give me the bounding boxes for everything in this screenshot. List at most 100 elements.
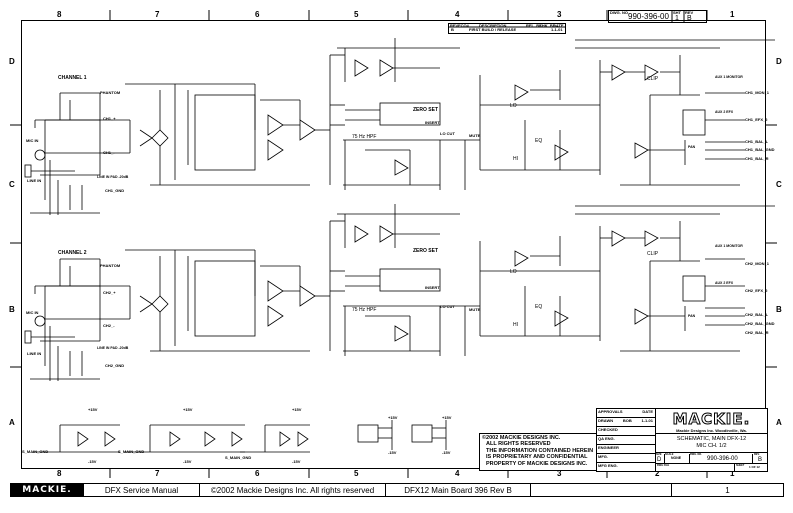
strip-net-gnd-2: S_MAIN_GND <box>118 449 145 454</box>
zone-row-b-right: B <box>776 305 782 314</box>
top-dwg-no: 990-396-00 <box>628 12 669 21</box>
ch2-mic-in-label: MIC IN <box>26 310 39 315</box>
rev-header-date: DATE <box>553 23 564 28</box>
mackie-logo: MACKIE. <box>672 410 751 429</box>
drawing-info-row: SIZE D SCALE NONE DWG. NO. 990-396-00 RE… <box>656 453 767 464</box>
sheet-label: SHEET <box>736 464 745 467</box>
ch1-net-efx: CH1_EFX_2 <box>745 117 768 122</box>
rev-header-chk-by: CHK. BY <box>539 23 556 28</box>
ch2-aux1-label: AUX 1 MONITOR <box>715 244 743 248</box>
ch2-eq-label: EQ <box>535 304 543 310</box>
ch1-net-bal-l: CH1_BAL_L <box>745 139 769 144</box>
ch1-mic-in-label: MIC IN <box>26 138 39 143</box>
ch1-aux1-label: AUX 1 MONITOR <box>715 75 743 79</box>
ch2-pan-label: PAN <box>688 314 696 318</box>
strip-pos-3: +15V <box>292 407 302 412</box>
copyright-line-3: THE INFORMATION CONTAINED HEREIN <box>486 447 594 454</box>
mfg-label: MFG. <box>597 454 655 463</box>
date-label: DATE <box>642 409 653 414</box>
zone-col-3-bottom: 3 <box>557 469 562 478</box>
zone-row-c-left: C <box>9 180 15 189</box>
ch1-eq-label: EQ <box>535 138 543 144</box>
zone-col-8: 8 <box>57 10 62 19</box>
revision-block: REV ECO# DESCRIPTION REL. BY CHK. BY DAT… <box>449 24 565 33</box>
strip-neg-3: -15V <box>292 459 301 464</box>
ch2-net-plus: CH2_+ <box>103 290 116 295</box>
ch1-net-gnd: CH1_GND <box>105 188 125 193</box>
channel-1-title: CHANNEL 1 <box>58 75 87 81</box>
zone-col-3: 3 <box>557 10 562 19</box>
ch2-line-in-label: LINE IN <box>27 351 42 356</box>
footer-mackie-logo: MACKIE. <box>11 484 84 496</box>
checked-label: CHECKED <box>597 427 655 436</box>
zone-row-a-left: A <box>9 418 15 427</box>
company-address: Mackie Designs Inc. Woodinville, Wa. <box>676 428 747 433</box>
zone-col-7-bottom: 7 <box>155 469 160 478</box>
footer-copyright: ©2002 Mackie Designs Inc. All rights res… <box>200 484 386 496</box>
ch1-net-bal-gnd: CH1_BAL_GND <box>745 147 775 152</box>
scale-label: SCALE <box>665 453 674 456</box>
tb-dwg-no-label: DWG. NO. <box>690 453 702 456</box>
ch1-hpf-label: 75 Hz HPF <box>352 134 377 140</box>
strip-pos-1: +15V <box>88 407 98 412</box>
footer-manual-title: DFX Service Manual <box>84 484 200 496</box>
rev-row-description: FIRST BUILD / RELEASE <box>469 27 517 32</box>
approvals-label: APPROVALS <box>598 409 623 414</box>
ch2-net-gnd: CH2_GND <box>105 363 125 368</box>
top-dwg-no-label: DWG. NO. <box>610 10 630 15</box>
ch2-aux2-label: AUX 2 EFX <box>715 281 734 285</box>
ch1-net-bal-r: CH1_BAL_R <box>745 156 769 161</box>
mfg-eng-label: MFG ENG. <box>598 463 618 468</box>
rev-header-eco: ECO# <box>458 23 469 28</box>
rev-header-rel-by: REL. BY <box>526 23 542 28</box>
ch2-net-bal-l: CH2_BAL_L <box>745 312 769 317</box>
copyright-line-5: PROPERTY OF MACKIE DESIGNS INC. <box>486 460 588 467</box>
rev-row-rev: B <box>451 27 454 32</box>
copyright-notice: ©2002 MACKIE DESIGNS INC. ALL RIGHTS RES… <box>479 433 604 471</box>
tb-rev: B <box>758 457 763 463</box>
ch2-lo-cut-label: LO CUT <box>440 304 455 309</box>
rev-header-description: DESCRIPTION <box>479 23 507 28</box>
qa-eng-label: QA ENG. <box>597 436 655 445</box>
page-footer: MACKIE. DFX Service Manual ©2002 Mackie … <box>10 483 784 497</box>
rev-row-date: 1-1-01 <box>551 27 563 32</box>
dwg-file-label: DWG FILE <box>657 464 670 467</box>
size-value: D <box>657 457 662 463</box>
ch2-net-bal-r: CH2_BAL_R <box>745 330 769 335</box>
ch2-net-bal-gnd: CH2_BAL_GND <box>745 321 775 326</box>
copyright-line-4: IS PROPRIETARY AND CONFIDENTIAL <box>486 454 588 461</box>
size-label: SIZE <box>656 453 662 456</box>
ch1-lo-cut-label: LO CUT <box>440 131 455 136</box>
ch1-hi-label: HI <box>513 156 518 162</box>
top-sht: 1 <box>675 15 679 22</box>
ch1-net-minus: CH1_- <box>103 150 115 155</box>
top-rev: B <box>687 15 692 22</box>
ch2-insert-label: INSERT <box>425 285 440 290</box>
strip-net-gnd-3: S_MAIN_GND <box>225 455 252 460</box>
zone-row-b-left: B <box>9 305 15 314</box>
strip-neg-5: -15V <box>442 450 451 455</box>
channel-2-title: CHANNEL 2 <box>58 250 87 256</box>
zone-col-4-bottom: 4 <box>455 469 460 478</box>
strip-pos-2: +15V <box>183 407 193 412</box>
company-block: MACKIE. Mackie Designs Inc. Woodinville,… <box>656 409 767 434</box>
zone-col-8-bottom: 8 <box>57 469 62 478</box>
drawing-title: SCHEMATIC, MAIN DFX-12 MIC CH. 1/2 <box>656 434 767 453</box>
drawn-date: 1-1-01 <box>641 418 653 423</box>
zone-col-4: 4 <box>455 10 460 19</box>
ch1-net-mon: CH1_MON_1 <box>745 90 770 95</box>
zone-col-1: 1 <box>730 10 735 19</box>
copyright-line-1: ©2002 MACKIE DESIGNS INC. <box>482 435 561 441</box>
ch1-pan-label: PAN <box>688 145 696 149</box>
strip-pos-4: +15V <box>388 415 398 420</box>
ch2-mute-label: MUTE <box>469 307 481 312</box>
scale-value: NONE <box>671 456 682 460</box>
strip-net-gnd-1: S_MAIN_GND <box>22 449 49 454</box>
title-block: APPROVALS DATE DRAWN BOB 1-1-01 CHECKED … <box>596 408 768 472</box>
strip-neg-1: -15V <box>88 459 97 464</box>
tb-rev-label: REV. <box>754 453 760 456</box>
ch1-aux2-label: AUX 2 EFX <box>715 110 734 114</box>
drawing-title-line-2: MIC CH. 1/2 <box>696 443 727 449</box>
ch1-lo-label: LO <box>510 103 517 109</box>
